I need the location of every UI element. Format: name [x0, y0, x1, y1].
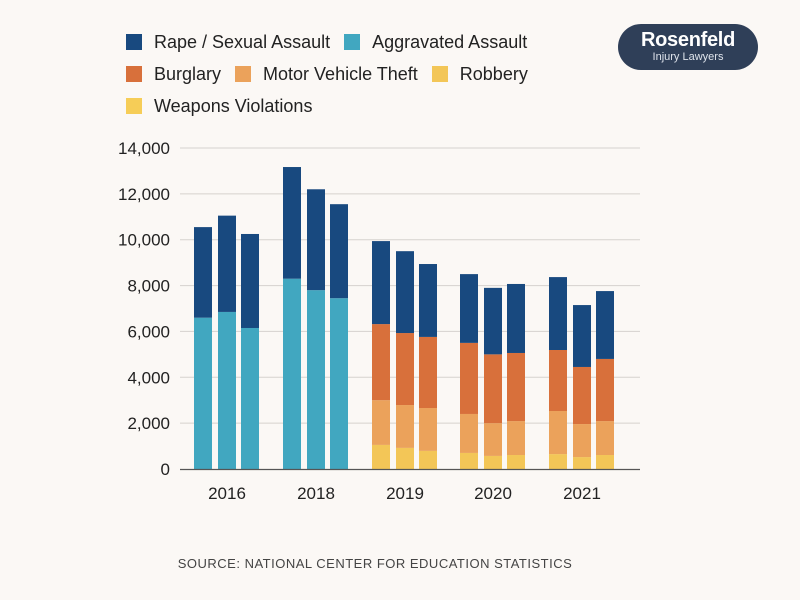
bar-segment-motor-vehicle-theft — [549, 410, 567, 455]
y-tick-label: 4,000 — [127, 368, 170, 387]
bar-segment-rape-sexual-assault — [372, 241, 390, 325]
legend-swatch — [126, 98, 142, 114]
legend-swatch — [126, 66, 142, 82]
bar-segment-rape-sexual-assault — [419, 264, 437, 337]
legend-label: Aggravated Assault — [372, 31, 528, 52]
bar-segment-rape-sexual-assault — [507, 283, 525, 353]
bar-segment-robbery — [460, 452, 478, 469]
bar-segment-rape-sexual-assault — [484, 287, 502, 355]
bar-segment-rape-sexual-assault — [596, 291, 614, 359]
legend-item-robbery: Robbery — [431, 63, 528, 85]
bar-segment-rape-sexual-assault — [549, 277, 567, 351]
bar-segment-burglary — [596, 358, 614, 422]
y-tick-label: 6,000 — [127, 322, 170, 341]
x-tick-label: 2018 — [297, 484, 335, 503]
bar-segment-aggravated-assault — [307, 290, 325, 469]
bar-segment-motor-vehicle-theft — [419, 408, 437, 451]
y-tick-label: 14,000 — [118, 139, 170, 158]
legend-swatch — [344, 34, 361, 50]
y-tick-label: 0 — [161, 460, 170, 479]
bar-segment-motor-vehicle-theft — [372, 400, 390, 445]
bar-segment-burglary — [549, 350, 567, 411]
bar-segment-robbery — [396, 447, 414, 469]
bar-segment-burglary — [484, 354, 502, 424]
bar-segment-rape-sexual-assault — [330, 204, 348, 299]
bar-segment-aggravated-assault — [218, 311, 236, 469]
rosenfeld-logo: Rosenfeld Injury Lawyers — [618, 24, 758, 70]
y-tick-label: 2,000 — [127, 414, 170, 433]
bar-segment-aggravated-assault — [241, 327, 259, 469]
legend-swatch — [431, 66, 448, 82]
legend-label: Robbery — [459, 63, 528, 84]
bar-segment-motor-vehicle-theft — [460, 413, 478, 453]
bar-segment-aggravated-assault — [330, 298, 348, 469]
y-tick-label: 8,000 — [127, 277, 170, 296]
legend-label: Burglary — [154, 63, 222, 84]
legend-label: Weapons Violations — [154, 95, 313, 116]
legend-item-aggravated-assault: Aggravated Assault — [344, 32, 527, 53]
legend-item-rape: Rape / Sexual Assault — [126, 32, 330, 53]
y-tick-label: 12,000 — [118, 185, 170, 204]
legend-item-weapons-violations: Weapons Violations — [126, 96, 312, 117]
bar-segment-rape-sexual-assault — [307, 189, 325, 291]
x-tick-label: 2016 — [208, 484, 246, 503]
bar-segment-burglary — [419, 336, 437, 409]
bar-segment-motor-vehicle-theft — [507, 421, 525, 456]
bar-segment-rape-sexual-assault — [218, 215, 236, 312]
bar-segment-burglary — [372, 324, 390, 401]
legend-label: Motor Vehicle Theft — [263, 63, 418, 84]
legend-swatch — [235, 66, 252, 82]
bar-segment-robbery — [596, 455, 614, 469]
y-tick-label: 10,000 — [118, 231, 170, 250]
x-tick-label: 2021 — [563, 484, 601, 503]
bar-segment-robbery — [372, 444, 390, 469]
bar-segment-rape-sexual-assault — [241, 233, 259, 328]
logo-name: Rosenfeld — [641, 29, 735, 51]
legend-swatch — [126, 34, 142, 50]
bar-segment-rape-sexual-assault — [283, 167, 301, 279]
x-tick-label: 2019 — [386, 484, 424, 503]
bar-segment-aggravated-assault — [194, 317, 212, 469]
bar-segment-rape-sexual-assault — [460, 274, 478, 343]
logo-subtitle: Injury Lawyers — [652, 51, 724, 63]
bar-segment-rape-sexual-assault — [194, 227, 212, 318]
bar-segment-robbery — [484, 455, 502, 469]
bar-segment-robbery — [573, 457, 591, 469]
bar-segment-motor-vehicle-theft — [573, 424, 591, 458]
bar-segment-burglary — [573, 366, 591, 425]
bar-segment-burglary — [396, 333, 414, 406]
legend-label: Rape / Sexual Assault — [154, 31, 331, 52]
bar-segment-rape-sexual-assault — [396, 251, 414, 334]
source-note: SOURCE: NATIONAL CENTER FOR EDUCATION ST… — [177, 556, 573, 571]
legend-item-burglary: Burglary — [126, 64, 221, 85]
bar-segment-motor-vehicle-theft — [596, 421, 614, 456]
bar-segment-burglary — [460, 342, 478, 414]
bar-segment-rape-sexual-assault — [573, 305, 591, 367]
bar-segment-aggravated-assault — [283, 278, 301, 469]
legend-item-motor-vehicle-theft: Motor Vehicle Theft — [235, 64, 418, 85]
bar-segment-motor-vehicle-theft — [484, 423, 502, 456]
bar-segment-burglary — [507, 352, 525, 422]
legend: Rape / Sexual Assault Aggravated Assault… — [126, 26, 596, 122]
bar-segment-robbery — [549, 454, 567, 469]
bar-segment-robbery — [419, 450, 437, 469]
x-tick-label: 2020 — [474, 484, 512, 503]
bar-segment-motor-vehicle-theft — [396, 405, 414, 448]
bar-segment-robbery — [507, 455, 525, 469]
